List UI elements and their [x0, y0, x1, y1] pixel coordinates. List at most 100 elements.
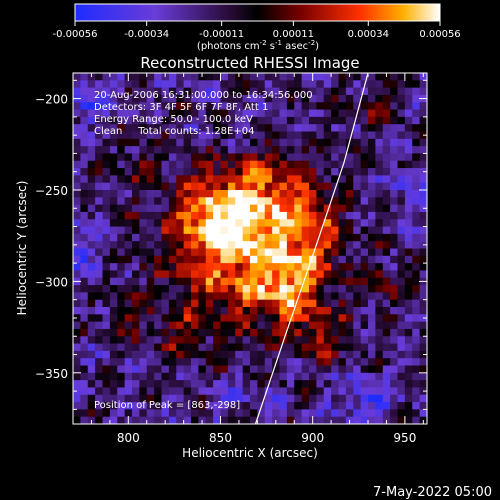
heatmap-cell: [132, 131, 140, 140]
heatmap-cell: [375, 197, 384, 206]
heatmap-cell: [242, 241, 251, 250]
heatmap-cell: [139, 343, 148, 352]
heatmap-cell: [309, 102, 317, 111]
heatmap-cell: [250, 153, 258, 162]
heatmap-cell: [316, 321, 325, 330]
heatmap-cell: [146, 387, 155, 396]
heatmap-cell: [87, 358, 96, 367]
heatmap-cell: [323, 292, 332, 301]
heatmap-cell: [139, 387, 148, 396]
heatmap-cell: [257, 102, 266, 111]
heatmap-cell: [227, 409, 236, 418]
heatmap-cell: [412, 138, 421, 147]
heatmap-cell: [146, 124, 155, 133]
heatmap-cell: [382, 328, 391, 337]
heatmap-cell: [124, 285, 133, 293]
heatmap-cell: [375, 153, 384, 162]
heatmap-cell: [132, 270, 140, 279]
heatmap-cell: [102, 94, 111, 103]
heatmap-cell: [286, 226, 295, 235]
heatmap-cell: [309, 285, 317, 293]
heatmap-cell: [73, 116, 81, 125]
heatmap-cell: [227, 314, 236, 323]
heatmap-cell: [235, 219, 244, 228]
heatmap-cell: [309, 182, 317, 191]
heatmap-cell: [227, 73, 236, 81]
heatmap-cell: [419, 343, 427, 352]
heatmap-cell: [139, 372, 148, 381]
heatmap-cell: [345, 226, 354, 235]
heatmap-cell: [323, 299, 332, 308]
heatmap-cell: [264, 175, 273, 184]
heatmap-cell: [198, 270, 207, 279]
annotation-energy-range: Energy Range: 50.0 - 100.0 keV: [94, 114, 253, 125]
heatmap-cell: [168, 277, 177, 286]
heatmap-cell: [73, 321, 81, 330]
heatmap-cell: [264, 102, 273, 111]
heatmap-cell: [109, 343, 118, 352]
heatmap-cell: [353, 102, 362, 111]
heatmap-cell: [227, 94, 236, 103]
heatmap-cell: [73, 233, 81, 242]
heatmap-cell: [213, 138, 222, 147]
heatmap-cell: [191, 73, 199, 81]
heatmap-cell: [80, 285, 89, 293]
heatmap-cell: [345, 153, 354, 162]
heatmap-cell: [73, 416, 81, 424]
heatmap-cell: [412, 343, 421, 352]
heatmap-cell: [117, 409, 126, 418]
heatmap-cell: [242, 380, 251, 389]
heatmap-cell: [345, 292, 354, 301]
heatmap-cell: [117, 270, 126, 279]
heatmap-cell: [235, 292, 244, 301]
heatmap-cell: [95, 226, 104, 235]
heatmap-cell: [161, 124, 170, 133]
heatmap-cell: [95, 211, 104, 220]
heatmap-cell: [235, 87, 244, 96]
heatmap-cell: [235, 314, 244, 323]
heatmap-cell: [375, 160, 384, 169]
heatmap-cell: [73, 255, 81, 264]
heatmap-cell: [264, 321, 273, 330]
heatmap-cell: [323, 263, 332, 272]
heatmap-cell: [257, 73, 266, 81]
heatmap-cell: [139, 263, 148, 272]
heatmap-cell: [272, 175, 281, 184]
heatmap-cell: [242, 94, 251, 103]
heatmap-cell: [397, 299, 406, 308]
heatmap-cell: [375, 299, 384, 308]
heatmap-cell: [102, 211, 111, 220]
heatmap-cell: [87, 270, 96, 279]
heatmap-cell: [257, 358, 266, 367]
heatmap-cell: [80, 204, 89, 213]
heatmap-cell: [309, 190, 317, 198]
heatmap-cell: [279, 314, 288, 323]
heatmap-cell: [264, 292, 273, 301]
heatmap-cell: [353, 73, 362, 81]
heatmap-cell: [227, 387, 236, 396]
heatmap-cell: [368, 263, 376, 272]
heatmap-cell: [419, 336, 427, 345]
heatmap-cell: [198, 409, 207, 418]
heatmap-cell: [345, 277, 354, 286]
heatmap-cell: [412, 328, 421, 337]
heatmap-cell: [279, 94, 288, 103]
heatmap-cell: [279, 402, 288, 410]
heatmap-cell: [397, 233, 406, 242]
heatmap-cell: [80, 321, 89, 330]
heatmap-cell: [250, 321, 258, 330]
heatmap-cell: [168, 387, 177, 396]
heatmap-cell: [316, 307, 325, 315]
heatmap-cell: [345, 380, 354, 389]
heatmap-cell: [397, 80, 406, 89]
heatmap-cell: [80, 138, 89, 147]
heatmap-cell: [294, 416, 303, 424]
heatmap-cell: [404, 336, 413, 345]
y-tick-label: −250: [35, 184, 68, 198]
heatmap-cell: [404, 87, 413, 96]
heatmap-cell: [419, 233, 427, 242]
heatmap-cell: [220, 131, 229, 140]
heatmap-cell: [205, 87, 214, 96]
heatmap-cell: [154, 292, 163, 301]
heatmap-cell: [95, 263, 104, 272]
